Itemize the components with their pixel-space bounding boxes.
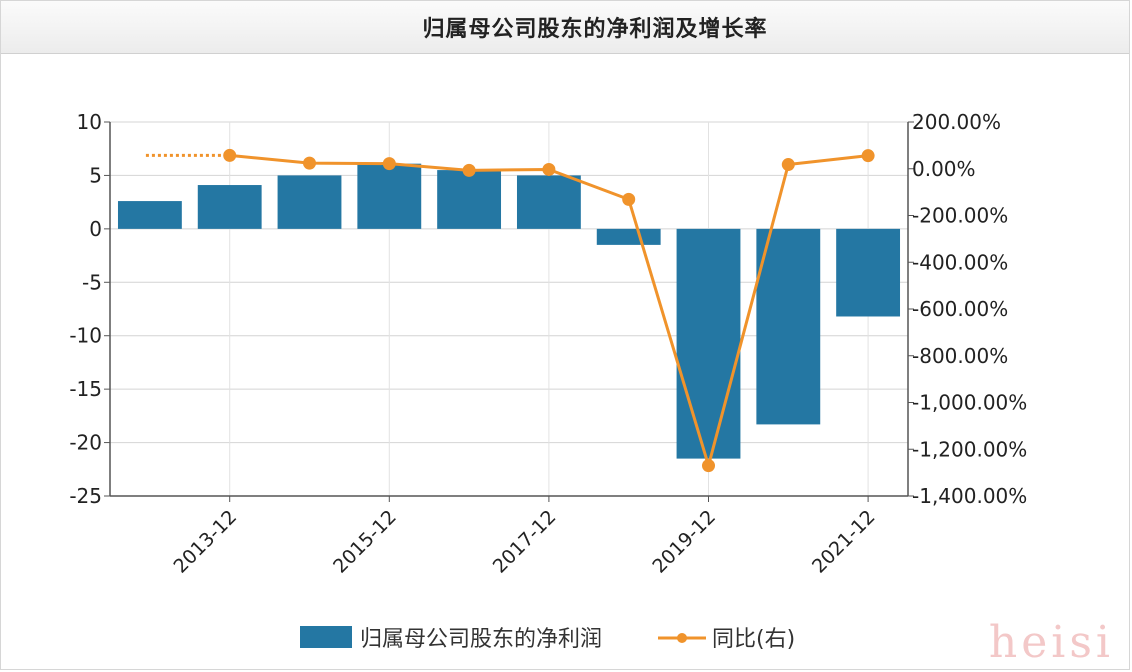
y-right-tick-label: -800.00%	[912, 344, 1008, 368]
legend-line-label: 同比(右)	[712, 627, 795, 652]
y-left-tick-label: -10	[69, 324, 102, 348]
bar	[357, 163, 422, 229]
bar	[117, 201, 182, 229]
line-point	[462, 163, 476, 177]
watermark-text: heisi	[988, 617, 1114, 668]
y-right-tick-label: -1,200.00%	[912, 437, 1027, 461]
line-point	[861, 149, 875, 163]
y-left-tick-label: 10	[77, 110, 102, 134]
legend: 归属母公司股东的净利润 同比(右)	[300, 626, 795, 652]
y-left-tick-label: -5	[82, 270, 102, 294]
y-right-tick-label: 200.00%	[912, 110, 1001, 134]
x-tick-label: 2015-12	[329, 506, 401, 578]
bar	[197, 185, 262, 229]
bar	[676, 228, 741, 459]
chart-title: 归属母公司股东的净利润及增长率	[422, 17, 768, 42]
legend-bar-swatch	[300, 626, 352, 648]
y-left-tick-label: 0	[89, 217, 102, 241]
y-right-tick-label: -600.00%	[912, 297, 1008, 321]
bar	[516, 175, 581, 229]
title-bar: 归属母公司股东的净利润及增长率	[1, 1, 1129, 54]
x-tick-label: 2013-12	[170, 506, 242, 578]
bar	[437, 170, 502, 229]
line-series	[145, 148, 875, 473]
x-tick-label: 2019-12	[648, 506, 720, 578]
y-left-tick-label: 5	[89, 163, 102, 187]
line-point	[542, 162, 556, 176]
x-tick-label: 2017-12	[489, 506, 561, 578]
legend-bar-label: 归属母公司股东的净利润	[360, 627, 602, 652]
bar	[277, 175, 342, 229]
legend-line-marker	[677, 633, 687, 643]
line-point	[223, 148, 237, 162]
bar	[836, 228, 901, 317]
y-left-tick-label: -15	[69, 377, 102, 401]
y-right-tick-label: -1,400.00%	[912, 484, 1027, 508]
bar	[596, 228, 661, 245]
y-right-tick-label: -1,000.00%	[912, 391, 1027, 415]
y-left-tick-label: -25	[69, 484, 102, 508]
bar	[756, 228, 821, 425]
y-right-tick-label: -200.00%	[912, 204, 1008, 228]
bar-series	[117, 163, 901, 459]
line-point	[702, 459, 715, 473]
y-right-tick-label: 0.00%	[912, 157, 976, 181]
line-point	[382, 157, 396, 171]
line-point	[622, 192, 636, 206]
line-point	[781, 158, 795, 172]
line-point	[303, 156, 316, 170]
y-left-tick-label: -20	[69, 431, 102, 455]
y-right-tick-label: -400.00%	[912, 250, 1008, 274]
x-tick-label: 2021-12	[808, 506, 880, 578]
